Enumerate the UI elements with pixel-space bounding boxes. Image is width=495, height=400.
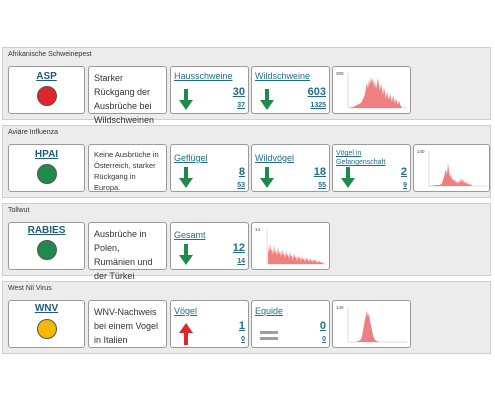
metric-subvalue[interactable]: 55 — [318, 182, 326, 189]
section-hpai: Aviäre Influenza HPAI Keine Ausbrüche in… — [2, 125, 491, 198]
metric-card-wildschweine[interactable]: Wildschweine 603 1325 — [251, 66, 330, 114]
metric-label-link[interactable]: Geflügel — [174, 153, 208, 163]
metric-subvalue[interactable]: 14 — [237, 258, 245, 265]
arrow-down-icon — [179, 167, 193, 188]
description-text: Starker Rückgang der Ausbrüche bei Wilds… — [94, 73, 155, 125]
metric-value[interactable]: 1 — [238, 320, 245, 332]
section-rabies: Tollwut RABIES Ausbrüche in Polen, Rumän… — [2, 203, 491, 281]
metric-value[interactable]: 603 — [307, 86, 326, 98]
section-title: West Nil Virus — [8, 285, 52, 292]
metric-subvalue[interactable]: 1325 — [310, 102, 326, 109]
description-card: WNV-Nachweis bei einem Vogel in Italien — [88, 300, 167, 348]
metric-value[interactable]: 0 — [319, 320, 326, 332]
status-indicator-green — [37, 164, 57, 184]
metric-subvalue[interactable]: 53 — [237, 182, 245, 189]
trend-chart: 140 — [336, 305, 407, 343]
description-text: Keine Ausbrüche in Österreich, starker R… — [94, 150, 159, 192]
disease-card-asp[interactable]: ASP — [8, 66, 85, 114]
metric-subvalue[interactable]: 0 — [322, 336, 326, 343]
metric-label-link[interactable]: Equide — [255, 306, 284, 316]
description-text: Ausbrüche in Polen, Rumänien und der Tür… — [94, 229, 153, 281]
trend-chart: 14 — [255, 227, 326, 265]
metric-label-link[interactable]: Wildvögel — [255, 153, 295, 163]
metric-value[interactable]: 2 — [400, 166, 407, 178]
metric-value[interactable]: 18 — [313, 166, 326, 178]
disease-card-rabies[interactable]: RABIES — [8, 222, 85, 270]
disease-code-link[interactable]: WNV — [34, 303, 59, 314]
arrow-down-icon — [179, 244, 193, 265]
metric-card-gesamt[interactable]: Gesamt 12 14 — [170, 222, 249, 270]
trend-chart-card: 14 — [251, 222, 330, 270]
metric-label-link[interactable]: Vögel in Gefangenschaft — [336, 150, 386, 166]
description-card: Starker Rückgang der Ausbrüche bei Wilds… — [88, 66, 167, 125]
metric-subvalue[interactable]: 37 — [237, 102, 245, 109]
section-wnv: West Nil Virus WNV WNV-Nachweis bei eine… — [2, 281, 491, 354]
metric-value[interactable]: 12 — [232, 242, 245, 254]
disease-card-wnv[interactable]: WNV — [8, 300, 85, 348]
disease-code-link[interactable]: RABIES — [27, 225, 66, 236]
metric-card-voegel[interactable]: Vögel 1 0 — [170, 300, 249, 348]
metric-value[interactable]: 30 — [232, 86, 245, 98]
metric-subvalue[interactable]: 0 — [241, 336, 245, 343]
chart-ymax-label: 14 — [255, 227, 261, 232]
arrow-down-icon — [260, 89, 274, 110]
trend-chart: 300 — [336, 71, 407, 109]
section-title: Aviäre Influenza — [8, 129, 59, 136]
section-asp: Afrikanische Schweinepest ASP Starker Rü… — [2, 47, 491, 125]
status-indicator-red — [37, 86, 57, 106]
arrow-down-icon — [260, 167, 274, 188]
chart-ymax-label: 140 — [417, 149, 425, 154]
trend-chart-card: 300 — [332, 66, 411, 114]
metric-card-gefluegel[interactable]: Geflügel 8 53 — [170, 144, 249, 192]
disease-card-hpai[interactable]: HPAI — [8, 144, 85, 192]
chart-ymax-label: 300 — [336, 71, 344, 76]
status-indicator-yellow — [37, 319, 57, 339]
equal-icon — [260, 331, 278, 340]
description-text: WNV-Nachweis bei einem Vogel in Italien — [94, 307, 159, 345]
section-title: Afrikanische Schweinepest — [8, 51, 92, 58]
status-indicator-green — [37, 240, 57, 260]
trend-chart-card: 140 — [332, 300, 411, 348]
metric-label-link[interactable]: Hausschweine — [174, 71, 233, 81]
metric-card-wildvoegel[interactable]: Wildvögel 18 55 — [251, 144, 330, 192]
metric-card-equide[interactable]: Equide 0 0 — [251, 300, 330, 348]
description-card: Ausbrüche in Polen, Rumänien und der Tür… — [88, 222, 167, 281]
metric-value[interactable]: 8 — [238, 166, 245, 178]
arrow-down-icon — [341, 167, 355, 188]
disease-code-link[interactable]: ASP — [36, 71, 57, 82]
metric-label-link[interactable]: Vögel — [174, 306, 198, 316]
disease-code-link[interactable]: HPAI — [34, 149, 59, 160]
metric-card-hausschweine[interactable]: Hausschweine 30 37 — [170, 66, 249, 114]
arrow-up-icon — [179, 323, 193, 345]
metric-label-link[interactable]: Wildschweine — [255, 71, 311, 81]
metric-subvalue[interactable]: 9 — [403, 182, 407, 189]
description-card: Keine Ausbrüche in Österreich, starker R… — [88, 144, 167, 192]
section-title: Tollwut — [8, 207, 30, 214]
metric-card-voegel-gefangenschaft[interactable]: Vögel in Gefangenschaft 2 9 — [332, 144, 411, 192]
chart-ymax-label: 140 — [336, 305, 344, 310]
metric-label-link[interactable]: Gesamt — [174, 230, 206, 240]
arrow-down-icon — [179, 89, 193, 110]
trend-chart: 140 — [417, 149, 487, 187]
trend-chart-card: 140 — [413, 144, 490, 192]
